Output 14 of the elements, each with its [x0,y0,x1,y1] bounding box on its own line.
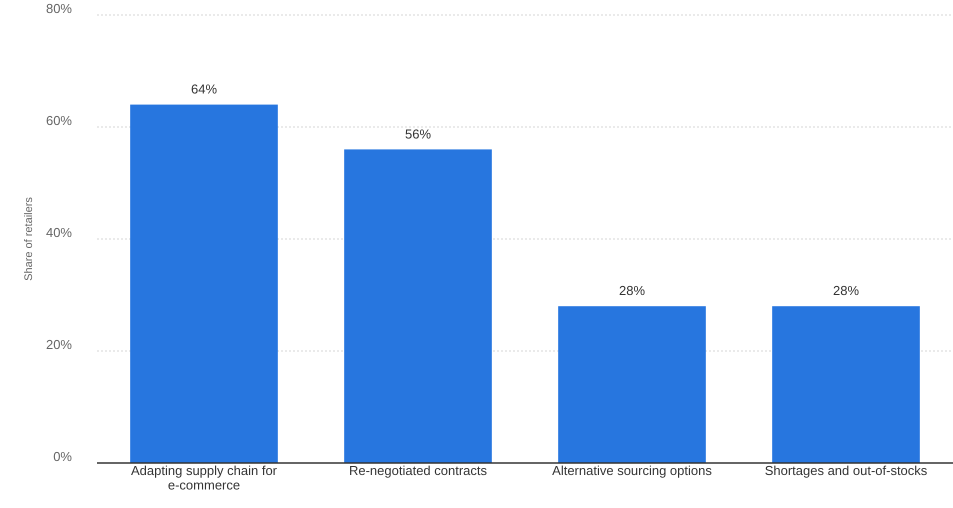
data-label: 64% [190,82,218,97]
y-tick-label: 40% [46,225,72,240]
x-tick-label: Re-negotiated contracts [348,463,488,478]
y-tick-label: 0% [53,449,72,464]
x-tick-label: Alternative sourcing options [552,463,712,478]
x-tick-label: Shortages and out-of-stocks [764,463,928,478]
data-label: 56% [404,126,432,142]
data-label: 28% [618,283,646,298]
data-label: 28% [832,283,860,298]
y-axis-title: Share of retailers [23,196,35,281]
y-tick-label: 80% [46,1,72,16]
y-tick-label: 60% [46,113,72,128]
y-tick-label: 20% [46,337,72,352]
x-tick-label: Adapting supply chain for e-commerce [131,463,278,493]
